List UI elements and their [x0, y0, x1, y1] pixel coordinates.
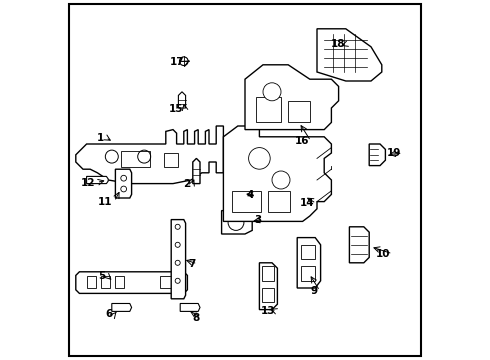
Circle shape — [175, 242, 180, 247]
Polygon shape — [76, 126, 223, 184]
Text: 15: 15 — [169, 104, 183, 114]
Text: 18: 18 — [331, 39, 345, 49]
Polygon shape — [225, 189, 238, 200]
Bar — [262, 288, 274, 302]
Bar — [301, 266, 315, 281]
Text: 6: 6 — [106, 309, 113, 319]
Text: 19: 19 — [387, 148, 401, 158]
Bar — [256, 97, 281, 122]
Polygon shape — [221, 211, 252, 234]
Bar — [160, 276, 175, 288]
Circle shape — [272, 171, 290, 189]
Bar — [269, 191, 290, 212]
Polygon shape — [180, 303, 200, 311]
Text: 14: 14 — [300, 198, 315, 208]
Bar — [262, 266, 274, 281]
Polygon shape — [297, 238, 320, 288]
Text: 10: 10 — [376, 249, 391, 259]
Circle shape — [121, 186, 126, 192]
Bar — [232, 191, 261, 212]
Text: 2: 2 — [183, 179, 190, 189]
Polygon shape — [76, 272, 187, 293]
Text: 16: 16 — [294, 136, 309, 146]
Bar — [116, 276, 124, 288]
Text: 12: 12 — [80, 177, 95, 188]
Text: 11: 11 — [98, 197, 113, 207]
Bar — [101, 276, 110, 288]
Bar — [164, 153, 178, 167]
Circle shape — [228, 215, 244, 230]
Circle shape — [248, 148, 270, 169]
Circle shape — [175, 224, 180, 229]
Circle shape — [175, 278, 180, 283]
Circle shape — [121, 175, 126, 181]
Circle shape — [179, 57, 188, 66]
Text: 17: 17 — [170, 57, 185, 67]
Text: 1: 1 — [97, 132, 104, 143]
Polygon shape — [112, 303, 132, 311]
Text: 5: 5 — [98, 271, 106, 281]
Text: 8: 8 — [192, 312, 199, 323]
Polygon shape — [116, 169, 132, 198]
Polygon shape — [223, 126, 331, 221]
Polygon shape — [171, 220, 186, 299]
Text: 4: 4 — [246, 190, 254, 200]
Text: 3: 3 — [254, 215, 261, 225]
Polygon shape — [369, 144, 386, 166]
Bar — [121, 151, 149, 167]
Polygon shape — [245, 65, 339, 130]
Circle shape — [263, 83, 281, 101]
Text: 13: 13 — [260, 306, 275, 316]
Text: 7: 7 — [188, 259, 196, 269]
Bar — [301, 245, 315, 259]
Circle shape — [138, 150, 151, 163]
Polygon shape — [349, 227, 369, 263]
Polygon shape — [193, 158, 200, 184]
Text: 9: 9 — [311, 286, 318, 296]
Bar — [87, 276, 96, 288]
Polygon shape — [178, 92, 186, 108]
Circle shape — [105, 150, 118, 163]
Polygon shape — [87, 176, 108, 184]
Bar — [288, 101, 310, 122]
Polygon shape — [259, 263, 277, 310]
Circle shape — [175, 260, 180, 265]
Polygon shape — [317, 29, 382, 81]
